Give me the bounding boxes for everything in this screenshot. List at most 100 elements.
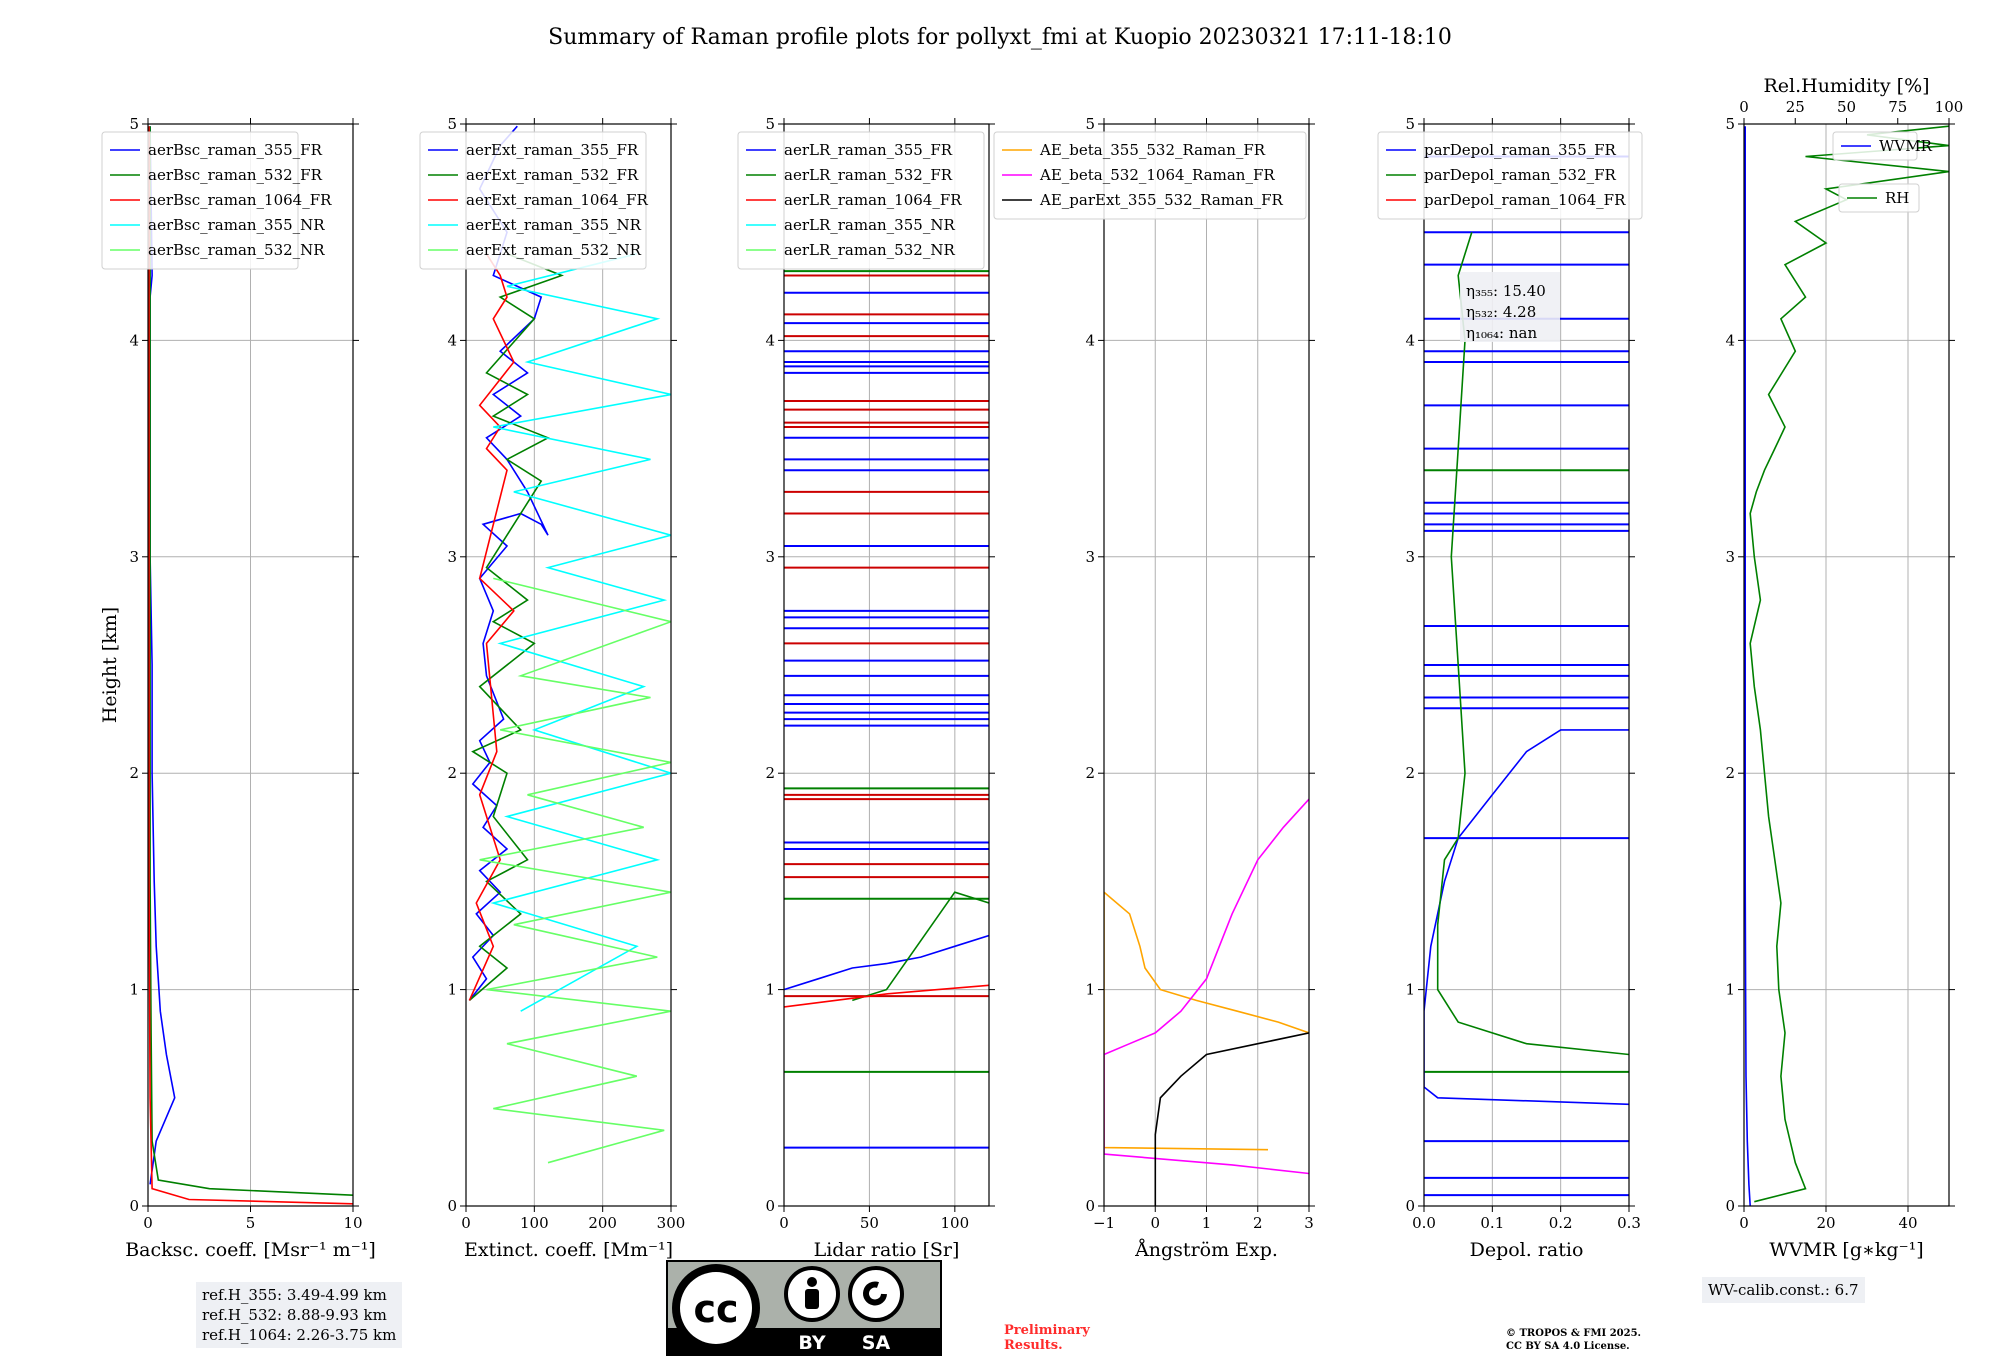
y-tick-label: 2: [129, 764, 139, 782]
panel-data: [148, 126, 353, 1205]
y-tick-label: 3: [447, 548, 457, 566]
legend-label: aerLR_raman_355_FR: [784, 141, 953, 159]
eta-annotation: η₁₀₆₄: nan: [1466, 324, 1537, 342]
x-tick-label: 20: [1816, 1214, 1835, 1232]
y-tick-label: 1: [1405, 981, 1415, 999]
y-tick-label: 3: [1405, 548, 1415, 566]
ref-h-532: ref.H_532: 8.88-9.93 km: [202, 1306, 387, 1324]
panel-6: 0 20 40 0 1 2 3 4 5 WVMR [g∗kg⁻¹] 0 25 50 75 100 Rel.Hu…: [1725, 75, 1963, 1261]
x2-tick-label: 50: [1837, 98, 1856, 116]
x-tick-label: 2: [1253, 1214, 1263, 1232]
x-tick-label: −1: [1093, 1214, 1115, 1232]
preliminary-results-note: Preliminary Results.: [1004, 1323, 1090, 1353]
y-tick-label: 5: [1725, 115, 1735, 133]
legend: parDepol_raman_355_FR parDepol_raman_532_…: [1377, 131, 1643, 220]
legend: aerLR_raman_355_FR aerLR_raman_532_FR aerL…: [737, 131, 985, 270]
copyright-line-1: © TROPOS & FMI 2025.: [1506, 1328, 1642, 1339]
y-tick-label: 1: [1085, 981, 1095, 999]
y-tick-label: 2: [1405, 764, 1415, 782]
y-tick-label: 5: [1085, 115, 1095, 133]
series-line-aerExt_raman_355_NR: [490, 253, 671, 1012]
x2-tick-label: 0: [1739, 98, 1749, 116]
legend-box: [419, 131, 647, 270]
series-line-aerBsc_raman_1064_FR: [148, 126, 353, 1205]
legend-label: parDepol_raman_355_FR: [1424, 141, 1617, 159]
legend-WVMR: WVMR: [1832, 131, 1933, 161]
legend-box: [1377, 131, 1643, 220]
legend-label: aerBsc_raman_532_FR: [148, 166, 323, 184]
x-tick-label: 100: [941, 1214, 970, 1232]
share-alike-arrow-icon: [863, 1281, 887, 1306]
series-line-RH: [1749, 125, 1949, 1203]
person-body-icon: [805, 1289, 819, 1309]
panel-frame: [1423, 123, 1630, 1207]
x-axis-label: Depol. ratio: [1470, 1239, 1584, 1261]
x-tick-label: 40: [1898, 1214, 1917, 1232]
legend-box: [1838, 183, 1920, 213]
series-line-aerExt_raman_532_FR: [468, 253, 564, 1002]
legend-label: aerLR_raman_1064_FR: [784, 191, 962, 209]
x-tick-label: 10: [343, 1214, 362, 1232]
legend-label: AE_parExt_355_532_Raman_FR: [1039, 191, 1284, 209]
x-tick-label: 0: [1739, 1214, 1749, 1232]
y-tick-label: 2: [1725, 764, 1735, 782]
legend-label: WVMR: [1879, 137, 1933, 155]
series-line-aerExt_raman_1064_FR: [468, 253, 515, 1001]
reference-height-box: ref.H_355: 3.49-4.99 km ref.H_532: 8.88-…: [196, 1282, 403, 1348]
legend-label: aerExt_raman_355_FR: [466, 141, 639, 159]
legend-label: aerBsc_raman_532_NR: [148, 241, 325, 259]
y-tick-label: 3: [1085, 548, 1095, 566]
wv-calib-const: WV-calib.const.: 6.7: [1708, 1281, 1859, 1299]
y-tick-label: 4: [765, 331, 775, 349]
series-line-AE_beta_355_532_Raman_FR: [1104, 891, 1309, 1151]
legend: aerExt_raman_355_FR aerExt_raman_532_FRae…: [419, 131, 648, 270]
x2-tick-label: 75: [1888, 98, 1907, 116]
y-tick-label: 5: [765, 115, 775, 133]
series-line-WVMR: [1744, 126, 1751, 1206]
legend-label: aerExt_raman_532_NR: [466, 241, 642, 259]
x-tick-label: 0: [461, 1214, 471, 1232]
y-tick-label: 3: [129, 548, 139, 566]
legend-label: parDepol_raman_532_FR: [1424, 166, 1617, 184]
series-line-aerLR_raman_532_FR: [852, 891, 989, 1002]
legend-box: [737, 131, 985, 270]
y-tick-label: 0: [129, 1197, 139, 1215]
legend-label: parDepol_raman_1064_FR: [1424, 191, 1626, 209]
y-tick-label: 3: [1725, 548, 1735, 566]
panel-data: [784, 270, 989, 1149]
legend-label: AE_beta_355_532_Raman_FR: [1039, 141, 1266, 159]
y-tick-label: 4: [1085, 331, 1095, 349]
x-tick-label: 0.0: [1412, 1214, 1436, 1232]
x2-tick-label: 100: [1935, 98, 1964, 116]
wv-calibration-box: WV-calib.const.: 6.7: [1702, 1277, 1865, 1303]
y-tick-label: 0: [447, 1197, 457, 1215]
series-line-aerLR_raman_355_FR: [784, 934, 989, 991]
legend-RH: RH: [1838, 183, 1920, 213]
x-tick-label: 0.3: [1617, 1214, 1641, 1232]
legend-label: aerExt_raman_532_FR: [466, 166, 639, 184]
eta-annotation: η₃₅₅: 15.40: [1466, 282, 1546, 300]
copyright-line-2: CC BY SA 4.0 License.: [1506, 1341, 1630, 1352]
y-tick-label: 5: [447, 115, 457, 133]
legend-label: aerBsc_raman_1064_FR: [148, 191, 332, 209]
y-tick-label: 0: [1725, 1197, 1735, 1215]
y-tick-label: 4: [129, 331, 139, 349]
cc-circle-icon: [680, 1272, 752, 1344]
y-tick-label: 5: [1405, 115, 1415, 133]
series-line-AE_beta_532_1064_Raman_FR: [1104, 798, 1309, 1175]
y-tick-label: 1: [129, 981, 139, 999]
series-line-parDepol_raman_355_FR: [1424, 729, 1629, 1106]
y-tick-label: 4: [1725, 331, 1735, 349]
ref-h-355: ref.H_355: 3.49-4.99 km: [202, 1286, 387, 1304]
panel-frame: [783, 123, 990, 1207]
legend-label: aerBsc_raman_355_NR: [148, 216, 325, 234]
x-tick-label: 0: [143, 1214, 153, 1232]
figure-title: Summary of Raman profile plots for polly…: [548, 25, 1452, 50]
panel-5: 0.0 0.1 0.2 0.3 0 1 2 3 4 5 Depol. ratio parDepol_r…: [1377, 115, 1643, 1261]
x-tick-label: 100: [520, 1214, 549, 1232]
panel-data: [1104, 798, 1309, 1206]
y-tick-label: 0: [765, 1197, 775, 1215]
